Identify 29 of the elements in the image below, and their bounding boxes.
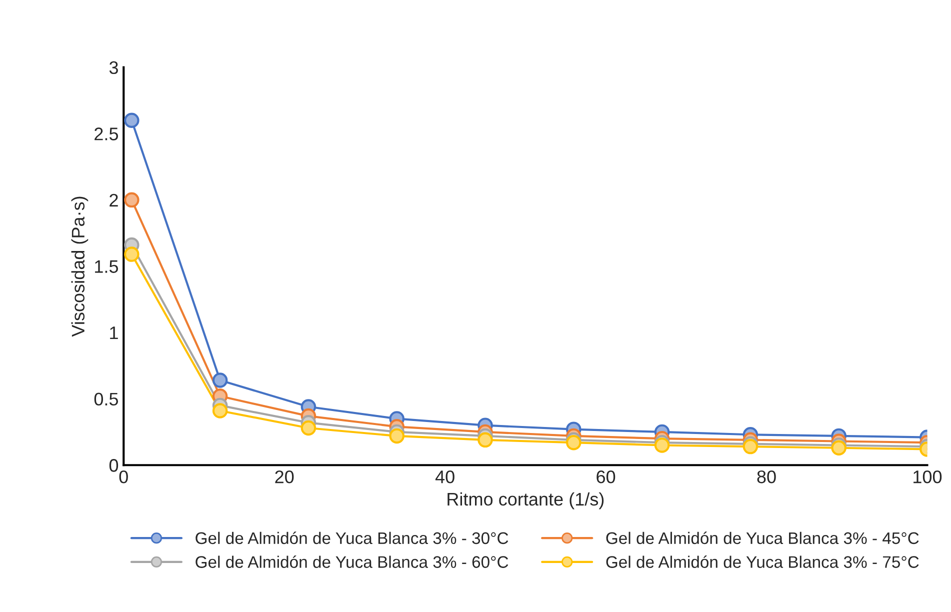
x-tick-label: 60 bbox=[596, 470, 616, 484]
legend-label: Gel de Almidón de Yuca Blanca 3% - 45°C bbox=[606, 532, 919, 544]
legend-label: Gel de Almidón de Yuca Blanca 3% - 75°C bbox=[606, 556, 919, 568]
y-tick-label: 0.5 bbox=[94, 392, 118, 406]
point bbox=[478, 432, 493, 448]
y-axis-title: Viscosidad (Pa·s) bbox=[71, 196, 88, 337]
x-axis-title: Ritmo cortante (1/s) bbox=[448, 492, 604, 510]
y-tick-label: 0 bbox=[109, 459, 118, 472]
y-tick-label: 2 bbox=[110, 194, 118, 206]
x-tick-label: 20 bbox=[275, 470, 294, 484]
x-tick-label: 0 bbox=[119, 470, 128, 484]
point bbox=[831, 440, 846, 456]
point bbox=[212, 403, 228, 418]
point bbox=[124, 246, 140, 262]
legend-label: Gel de Almidón de Yuca Blanca 3% - 30°C bbox=[196, 532, 508, 544]
point bbox=[212, 372, 228, 388]
x-tick-label: 80 bbox=[757, 470, 776, 484]
point bbox=[124, 112, 140, 128]
legend-label: Gel de Almidón de Yuca Blanca 3% - 60°C bbox=[196, 556, 508, 568]
point bbox=[654, 438, 670, 453]
y-tick-label: 1 bbox=[110, 326, 118, 340]
point bbox=[124, 192, 140, 208]
y-tick-label: 3 bbox=[109, 61, 118, 74]
x-tick-label: 100 bbox=[914, 470, 942, 484]
y-tick-label: 2.5 bbox=[94, 128, 118, 140]
point bbox=[300, 420, 316, 436]
point bbox=[389, 428, 404, 444]
x-tick-label: 40 bbox=[435, 470, 454, 484]
y-tick-label: 1.5 bbox=[95, 260, 118, 273]
